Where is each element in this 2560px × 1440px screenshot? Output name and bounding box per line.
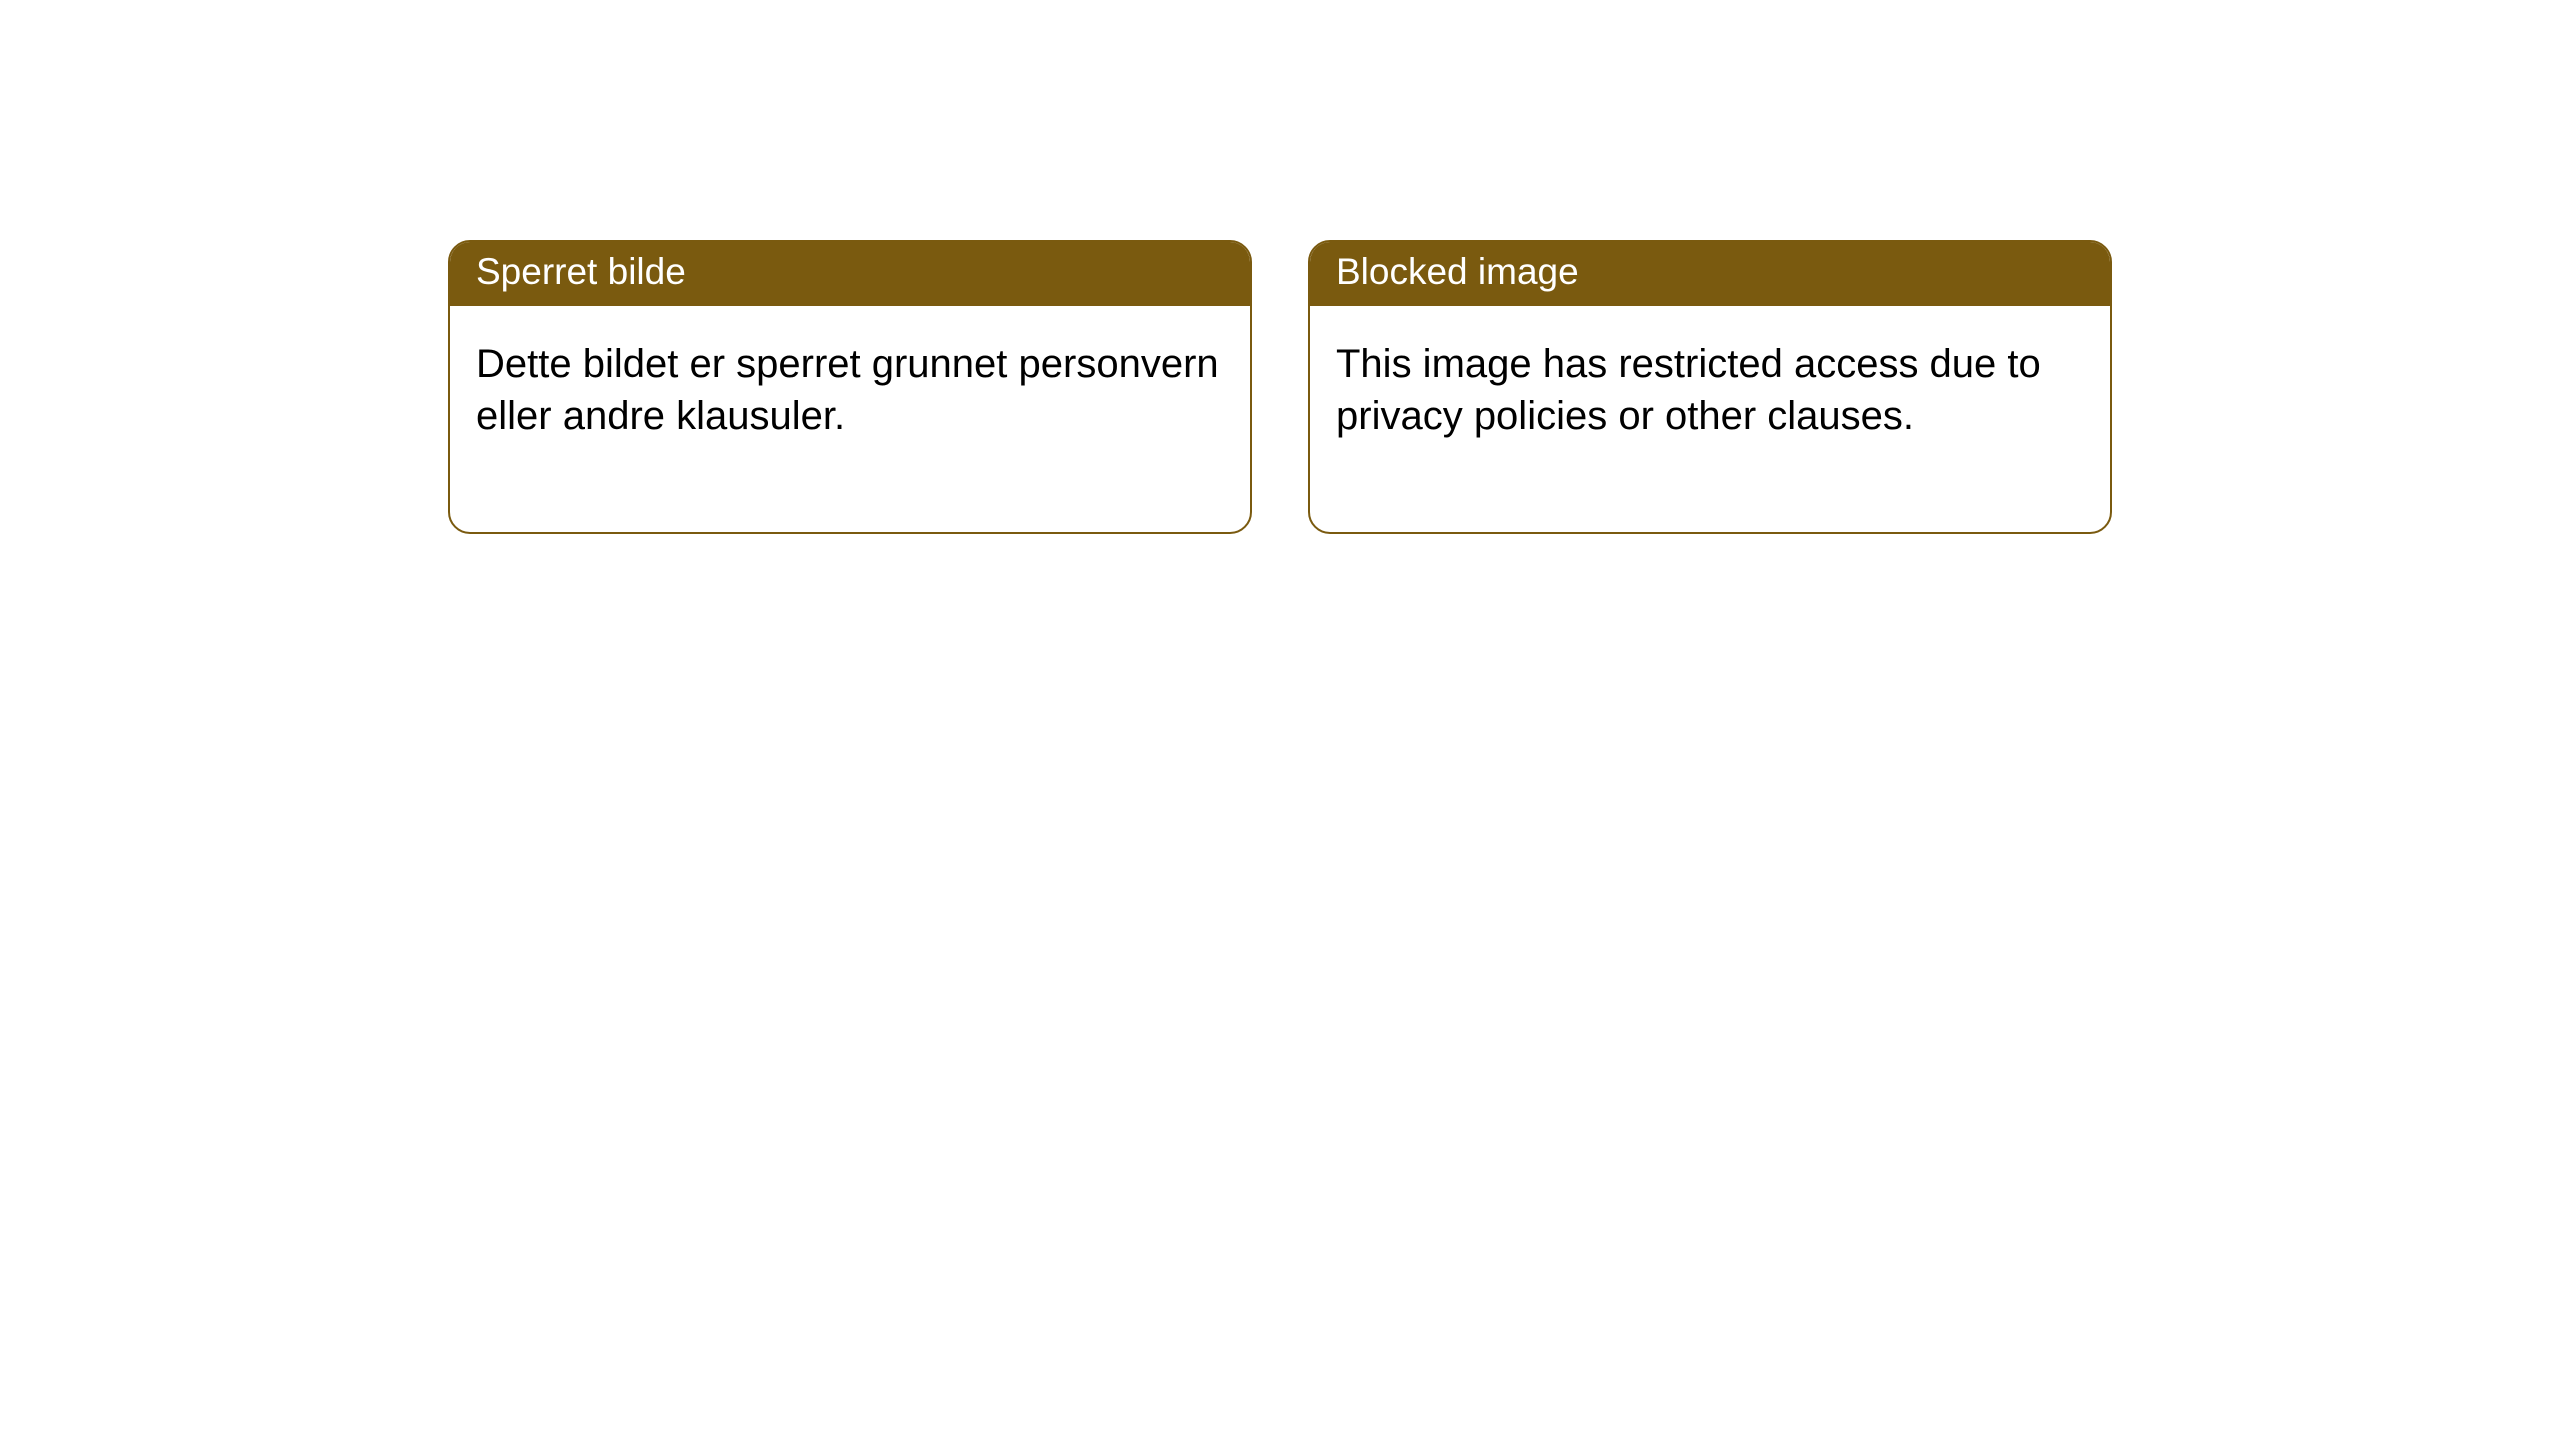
blocked-image-card-en: Blocked image This image has restricted … xyxy=(1308,240,2112,534)
card-header: Blocked image xyxy=(1310,242,2110,306)
card-body: This image has restricted access due to … xyxy=(1310,306,2110,532)
blocked-image-card-no: Sperret bilde Dette bildet er sperret gr… xyxy=(448,240,1252,534)
card-container: Sperret bilde Dette bildet er sperret gr… xyxy=(0,0,2560,534)
card-header: Sperret bilde xyxy=(450,242,1250,306)
card-body: Dette bildet er sperret grunnet personve… xyxy=(450,306,1250,532)
